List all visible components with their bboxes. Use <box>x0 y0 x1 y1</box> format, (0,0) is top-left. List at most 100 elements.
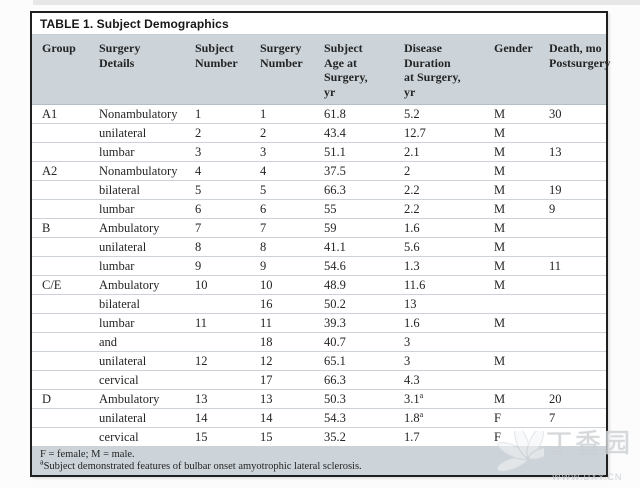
cell-subject-number: 10 <box>195 275 260 295</box>
cell-subject-age: 41.1 <box>324 237 404 257</box>
cell-surgery-details: unilateral <box>99 351 195 371</box>
cell-surgery-details: Ambulatory <box>99 389 195 409</box>
cell-death <box>549 123 606 143</box>
cell-subject-age: 61.8 <box>324 104 404 124</box>
cell-gender <box>494 294 549 314</box>
cell-subject-number: 6 <box>195 199 260 219</box>
col-header-subject-age: Subject Age at Surgery, yr <box>324 35 404 105</box>
cell-surgery-number: 17 <box>260 370 324 390</box>
cell-gender: M <box>494 256 549 276</box>
cell-death: 19 <box>549 180 606 200</box>
cell-gender: M <box>494 275 549 295</box>
footnote-legend: F = female; M = male. <box>40 449 135 460</box>
table-row: B Ambulatory 7 7 59 1.6 M <box>32 218 606 238</box>
col-header-surgery-details: Surgery Details <box>99 35 195 105</box>
cell-death <box>549 332 606 352</box>
cell-group: A2 <box>32 161 99 181</box>
duration-value: 5.2 <box>404 107 420 121</box>
cell-surgery-number: 4 <box>260 161 324 181</box>
page-top-strip <box>33 0 640 5</box>
cell-gender: M <box>494 199 549 219</box>
cell-group: B <box>32 218 99 238</box>
cell-surgery-details: bilateral <box>99 294 195 314</box>
cell-subject-age: 55 <box>324 199 404 219</box>
table-row: A1 Nonambulatory 1 1 61.8 5.2 M 30 <box>32 104 606 124</box>
table-header-row: Group Surgery Details Subject Number Sur… <box>32 35 610 105</box>
cell-subject-age: 51.1 <box>324 142 404 162</box>
cell-surgery-details: Ambulatory <box>99 275 195 295</box>
cell-disease-duration: 2.2 <box>404 199 494 219</box>
cell-death: 30 <box>549 104 606 124</box>
cell-surgery-number: 7 <box>260 218 324 238</box>
duration-value: 1.7 <box>404 430 420 444</box>
cell-surgery-details: unilateral <box>99 237 195 257</box>
cell-death <box>549 161 606 181</box>
cell-subject-age: 54.3 <box>324 408 404 428</box>
cell-surgery-number: 13 <box>260 389 324 409</box>
table-footnotes: F = female; M = male. aSubject demonstra… <box>32 447 606 475</box>
cell-death <box>549 370 606 390</box>
cell-disease-duration: 3.1a <box>404 389 494 409</box>
col-header-group: Group <box>32 35 99 105</box>
cell-group <box>32 370 99 390</box>
table-row: A2 Nonambulatory 4 4 37.5 2 M <box>32 161 606 181</box>
cell-disease-duration: 1.3 <box>404 256 494 276</box>
cell-subject-number: 3 <box>195 142 260 162</box>
cell-subject-number: 11 <box>195 313 260 333</box>
cell-group <box>32 427 99 447</box>
cell-subject-number: 13 <box>195 389 260 409</box>
cell-surgery-details: lumbar <box>99 142 195 162</box>
cell-death <box>549 427 606 447</box>
table-row: bilateral 16 50.2 13 <box>32 294 606 314</box>
cell-gender: M <box>494 237 549 257</box>
table-body: A1 Nonambulatory 1 1 61.8 5.2 M 30 unila… <box>32 104 606 447</box>
cell-death <box>549 294 606 314</box>
duration-value: 11.6 <box>404 278 426 292</box>
cell-surgery-details: lumbar <box>99 256 195 276</box>
footnote-note: aSubject demonstrated features of bulbar… <box>40 458 598 473</box>
col-header-disease-duration: Disease Duration at Surgery, yr <box>404 35 494 105</box>
cell-gender <box>494 332 549 352</box>
table-row: bilateral 5 5 66.3 2.2 M 19 <box>32 180 606 200</box>
duration-footnote-marker: a <box>419 409 424 419</box>
footnote-note-text: Subject demonstrated features of bulbar … <box>43 461 362 472</box>
cell-surgery-number: 3 <box>260 142 324 162</box>
col-header-death: Death, mo Postsurgery <box>549 35 610 105</box>
table-row: and 18 40.7 3 <box>32 332 606 352</box>
cell-group <box>32 351 99 371</box>
cell-surgery-details: Nonambulatory <box>99 161 195 181</box>
cell-subject-number: 7 <box>195 218 260 238</box>
cell-disease-duration: 2.2 <box>404 180 494 200</box>
cell-death <box>549 275 606 295</box>
cell-gender: M <box>494 161 549 181</box>
duration-value: 1.6 <box>404 316 420 330</box>
col-header-surgery-number: Surgery Number <box>260 35 324 105</box>
cell-subject-number: 4 <box>195 161 260 181</box>
cell-death: 11 <box>549 256 606 276</box>
cell-death <box>549 218 606 238</box>
cell-group <box>32 142 99 162</box>
table-title: TABLE 1. Subject Demographics <box>32 13 606 35</box>
cell-gender: M <box>494 389 549 409</box>
cell-subject-age: 66.3 <box>324 370 404 390</box>
cell-subject-age: 37.5 <box>324 161 404 181</box>
cell-surgery-number: 6 <box>260 199 324 219</box>
cell-surgery-details: unilateral <box>99 408 195 428</box>
cell-surgery-number: 11 <box>260 313 324 333</box>
demographics-data-grid: Group Surgery Details Subject Number Sur… <box>32 35 610 447</box>
col-header-subject-number: Subject Number <box>195 35 260 105</box>
cell-subject-number: 9 <box>195 256 260 276</box>
table-row: unilateral 2 2 43.4 12.7 M <box>32 123 606 143</box>
cell-subject-age: 40.7 <box>324 332 404 352</box>
cell-death: 7 <box>549 408 606 428</box>
cell-surgery-number: 10 <box>260 275 324 295</box>
table-row: lumbar 6 6 55 2.2 M 9 <box>32 199 606 219</box>
cell-death: 13 <box>549 142 606 162</box>
duration-value: 13 <box>404 297 417 311</box>
cell-gender: M <box>494 351 549 371</box>
duration-value: 4.3 <box>404 373 420 387</box>
cell-group <box>32 313 99 333</box>
cell-gender: F <box>494 408 549 428</box>
cell-gender: M <box>494 180 549 200</box>
cell-subject-number: 5 <box>195 180 260 200</box>
